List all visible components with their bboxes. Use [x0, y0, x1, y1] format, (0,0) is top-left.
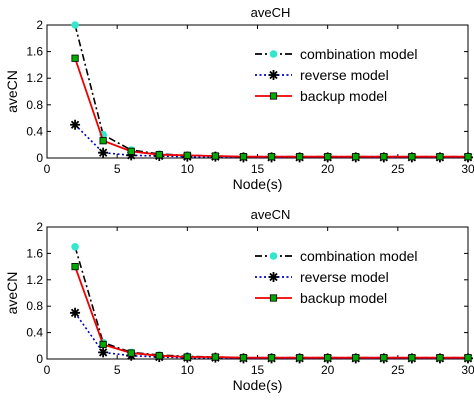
legend: combination model reverse model backup mod… — [255, 248, 418, 306]
data-point — [155, 151, 163, 159]
data-point — [408, 354, 416, 362]
series-square — [71, 54, 472, 161]
data-point — [71, 243, 79, 251]
y-axis-label: aveCN — [4, 272, 20, 315]
data-point — [98, 347, 109, 358]
data-point — [352, 153, 360, 161]
data-point — [99, 340, 107, 349]
x-tick-label: 20 — [321, 162, 335, 176]
x-tick-label: 15 — [251, 162, 265, 176]
data-point — [71, 21, 79, 29]
y-tick-label: 0.4 — [26, 326, 43, 340]
data-point — [211, 152, 219, 160]
series-square — [71, 262, 472, 362]
plot-area — [46, 24, 469, 159]
legend-label: combination model — [300, 46, 418, 62]
legend-label: reverse model — [300, 67, 389, 83]
legend-label: combination model — [300, 248, 418, 264]
data-point — [155, 352, 163, 360]
data-point — [70, 307, 81, 318]
x-tick-label: 25 — [391, 162, 405, 176]
data-point — [127, 147, 135, 155]
data-point — [464, 354, 472, 362]
x-tick-label: 0 — [44, 162, 51, 176]
y-tick-label: 1.2 — [26, 71, 43, 85]
legend-label: reverse model — [300, 269, 389, 285]
chart-panel-2: 0 5 10 15 20 25 30 0 0.4 0.8 1.2 1.6 2 aveCN Node(s) av… — [4, 207, 474, 393]
data-point — [267, 153, 276, 161]
x-axis-label: Node(s) — [233, 176, 283, 192]
data-point — [267, 354, 276, 362]
data-point — [239, 354, 248, 362]
x-tick-label: 20 — [321, 363, 335, 377]
data-point — [239, 153, 248, 161]
legend-label: backup model — [300, 88, 387, 104]
legend-marker — [269, 294, 278, 302]
data-point — [126, 150, 137, 161]
y-tick-label: 2 — [36, 18, 43, 32]
y-tick-label: 1.2 — [26, 273, 43, 287]
data-point — [464, 153, 472, 161]
data-point — [71, 262, 79, 271]
data-point — [99, 137, 107, 145]
legend-marker — [268, 70, 279, 80]
y-tick-label: 0.4 — [26, 124, 43, 138]
x-tick-label: 30 — [461, 363, 474, 377]
data-point — [70, 119, 81, 130]
x-tick-label: 10 — [181, 162, 195, 176]
legend-marker — [269, 92, 278, 100]
y-tick-label: 2 — [36, 220, 43, 234]
chart-panel-1: 0 5 10 15 20 25 30 0 0.4 0.8 1.2 1.6 2 aveCH Node(s) av… — [4, 5, 474, 192]
y-tick-label: 1.6 — [26, 45, 43, 59]
x-axis-label: Node(s) — [233, 377, 283, 393]
data-point — [183, 151, 191, 159]
data-point — [295, 153, 304, 161]
x-tick-label: 0 — [44, 363, 51, 377]
legend-marker — [268, 272, 279, 282]
data-point — [295, 354, 304, 362]
chart-title: aveCN — [251, 207, 291, 222]
x-tick-label: 15 — [251, 363, 265, 377]
y-tick-label: 0.8 — [26, 299, 43, 313]
x-tick-label: 30 — [461, 162, 474, 176]
y-axis-label: aveCN — [4, 70, 20, 113]
y-tick-label: 0.8 — [26, 98, 43, 112]
plot-area — [46, 226, 469, 360]
x-tick-label: 25 — [391, 363, 405, 377]
chart-title: aveCH — [251, 5, 291, 20]
data-point — [98, 147, 109, 158]
data-point — [71, 54, 79, 62]
data-point — [436, 354, 444, 362]
legend: combination model reverse model backup mod… — [255, 46, 418, 104]
data-point — [324, 153, 332, 161]
data-point — [324, 354, 332, 362]
y-tick-label: 1.6 — [26, 246, 43, 260]
data-point — [127, 349, 135, 357]
data-point — [211, 353, 219, 361]
data-point — [380, 153, 388, 161]
data-point — [183, 353, 191, 361]
data-point — [380, 354, 388, 362]
y-tick-label: 0 — [36, 151, 43, 165]
x-tick-label: 5 — [114, 363, 121, 377]
legend-label: backup model — [300, 290, 387, 306]
legend-marker — [269, 252, 278, 260]
y-tick-label: 0 — [36, 352, 43, 366]
legend-marker — [269, 50, 278, 58]
data-point — [436, 153, 444, 161]
data-point — [352, 354, 360, 362]
x-tick-label: 5 — [114, 162, 121, 176]
data-point — [408, 153, 416, 161]
x-tick-label: 10 — [181, 363, 195, 377]
